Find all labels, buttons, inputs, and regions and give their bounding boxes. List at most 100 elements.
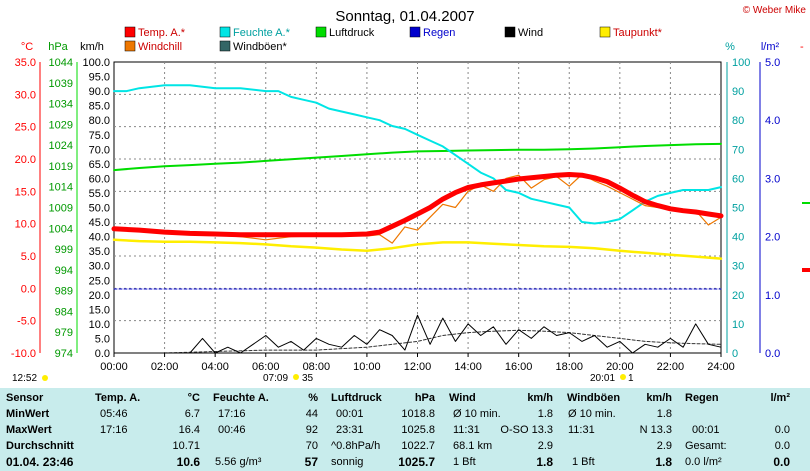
cur-pres-time: sonnig [331,456,364,468]
humidity-tick-label: 30 [732,261,744,273]
temp-tick-label: 25.0 [15,122,36,134]
min-hum: 44 [305,408,318,420]
min-temp: 6.7 [184,408,200,420]
hdr-rain: Regen [685,392,719,404]
avg-temp: 10.71 [172,440,200,452]
series-feuchte-a [113,84,722,225]
cur-hum: 57 [304,455,318,469]
chart-series [111,84,724,354]
rain-tick-label: 4.0 [765,115,780,127]
hdr-wind: Wind [449,392,476,404]
pressure-tick-label: 979 [55,327,73,339]
series-luftdruck [113,142,722,172]
time-tick-label: 16:00 [505,361,533,373]
wind-tick-label: 70.0 [89,144,110,156]
min-wind-time: Ø 10 min. [453,408,501,420]
temp-tick-label: 15.0 [15,186,36,198]
rain-tick-label: 0.0 [765,348,780,360]
row-min-label: MinWert [6,408,50,420]
avg-gust: 2.9 [656,440,672,452]
humidity-unit-label: % [725,41,735,53]
max-temp-time: 17:16 [100,424,128,436]
avg-pres: 1022.7 [401,440,435,452]
max-wind-time: 11:31 [453,424,480,436]
humidity-tick-label: 90 [732,86,744,98]
wind-tick-label: 100.0 [82,57,110,69]
wind-tick-label: 30.0 [89,261,110,273]
temp-tick-label: 30.0 [15,89,36,101]
hdr-rain-unit: l/m² [770,392,790,404]
cur-rain: 0.0 [773,455,790,469]
hdr-temp-unit: °C [187,392,200,404]
temp-unit-label: °C [21,41,33,53]
sunset-dot [620,374,626,380]
max-pres-time: 23:31 [336,424,364,436]
pressure-tick-label: 1044 [49,57,73,69]
avg-hum: 70 [305,440,318,452]
cur-pres: 1025.7 [398,455,435,469]
pressure-tick-label: 1039 [49,78,73,90]
pressure-tick-label: 1029 [49,119,73,131]
wind-tick-label: 95.0 [89,72,110,84]
pressure-tick-label: 989 [55,286,73,298]
max-rain: 0.0 [774,424,790,436]
humidity-tick-label: 100 [732,57,750,69]
hdr-wind-unit: km/h [527,392,553,404]
legend-swatch [409,26,421,38]
time-tick-label: 22:00 [657,361,685,373]
min-gust-time: Ø 10 min. [568,408,616,420]
wind-unit-label: km/h [80,41,104,53]
max-wind-dir: O-SO 13.3 [500,424,553,436]
min-gust: 1.8 [656,408,672,420]
hdr-pressure-unit: hPa [414,392,435,404]
legend-label: Taupunkt* [613,27,663,39]
temp-tick-label: -5.0 [17,316,36,328]
sunrise-time: 07:09 [263,373,288,384]
pressure-tick-label: 1014 [49,182,73,194]
avg-rain-time: Gesamt: [685,440,727,452]
cut-off-marks: - [800,41,810,272]
time-tick-label: 08:00 [303,361,331,373]
sun-markers: 12:52 07:09 35 20:01 1 [12,373,634,384]
moonset-dot [42,375,48,381]
humidity-tick-label: 10 [732,319,744,331]
hdr-gust-unit: km/h [646,392,672,404]
max-gust-time: 11:31 [568,424,595,436]
row-current-label: 01.04. 23:46 [6,455,74,469]
legend-label: Wind [518,27,543,39]
time-tick-label: 04:00 [201,361,229,373]
avg-wind: 2.9 [537,440,553,452]
legend-swatch [504,26,516,38]
sunset-time: 20:01 [590,373,615,384]
pressure-tick-label: 1009 [49,203,73,215]
temp-tick-label: -10.0 [11,348,36,360]
hdr-humidity: Feuchte A. [213,392,269,404]
copyright-text: © Weber Mike [743,5,807,16]
series-temp-a [111,172,724,238]
wind-tick-label: 75.0 [89,130,110,142]
row-max-label: MaxWert [6,424,52,436]
cur-temp: 10.6 [176,455,200,469]
sunset-mark: 1 [628,373,634,384]
time-tick-label: 20:00 [606,361,634,373]
time-tick-label: 24:00 [707,361,735,373]
rain-tick-label: 3.0 [765,173,780,185]
wind-tick-label: 55.0 [89,188,110,200]
legend-label: Regen [423,27,455,39]
wind-tick-label: 65.0 [89,159,110,171]
avg-rain: 0.0 [774,440,790,452]
temp-tick-label: 5.0 [21,251,36,263]
pressure-tick-label: 984 [55,306,73,318]
axis-units: °C hPa km/h % l/m² [21,41,780,53]
max-pres: 1025.8 [401,424,435,436]
max-temp: 16.4 [178,424,200,436]
legend-swatch [124,26,136,38]
humidity-tick-label: 0 [732,348,738,360]
temp-tick-label: 35.0 [15,57,36,69]
time-tick-label: 06:00 [252,361,280,373]
pressure-tick-label: 1024 [49,140,73,152]
hdr-sensor: Sensor [6,392,44,404]
max-rain-time: 00:01 [692,424,720,436]
time-tick-label: 12:00 [404,361,432,373]
humidity-tick-label: 20 [732,290,744,302]
